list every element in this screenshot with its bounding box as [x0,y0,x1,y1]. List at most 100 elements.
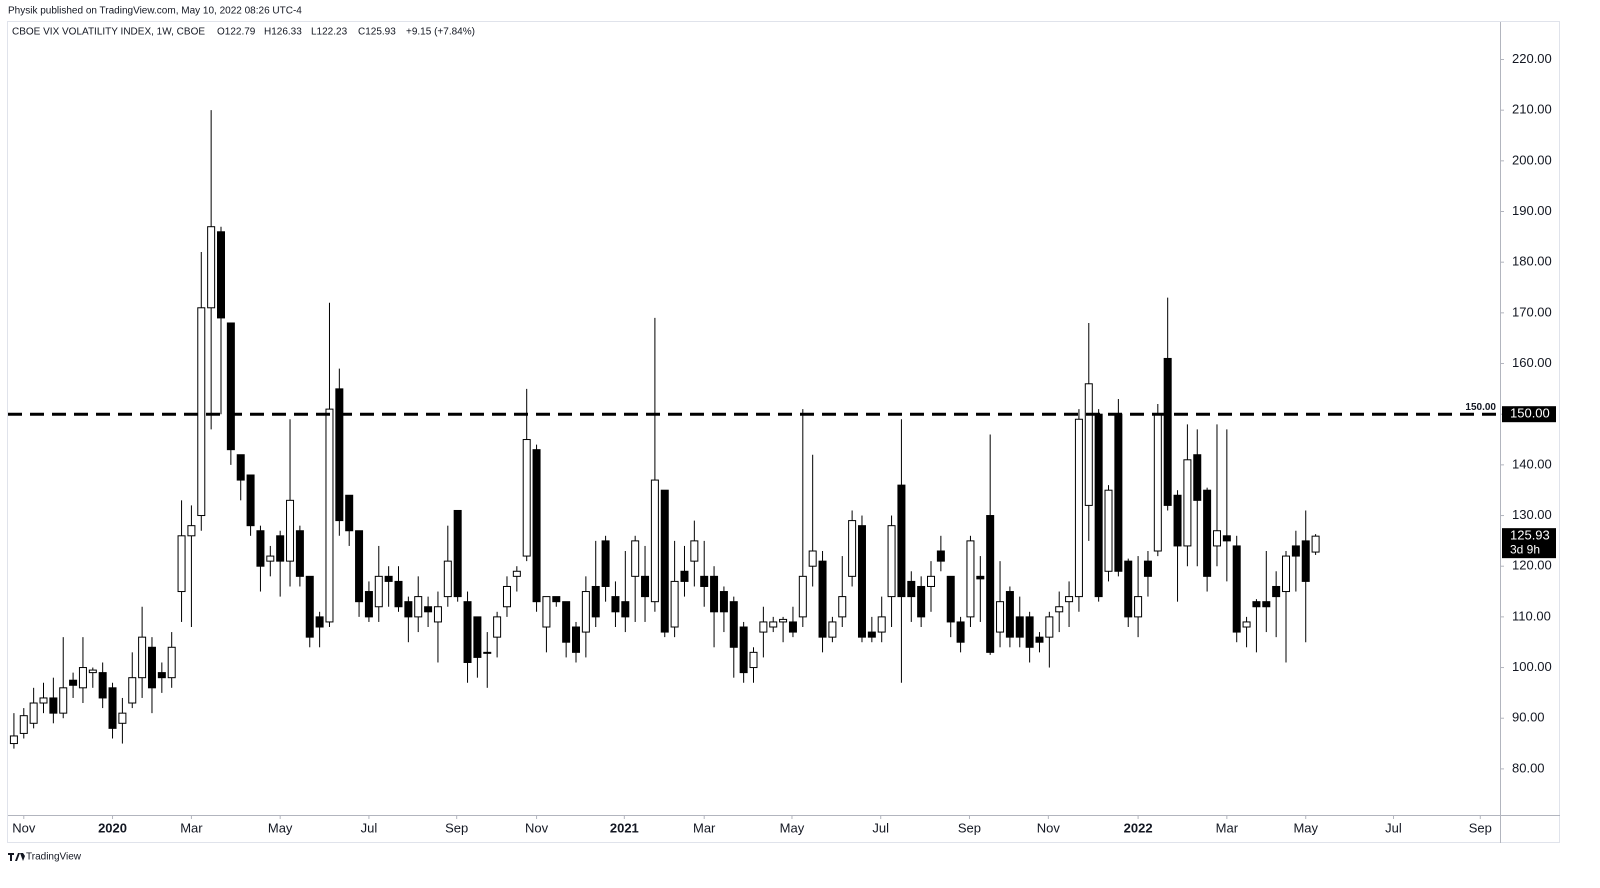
candle-body [690,540,699,562]
x-tick-label: 2021 [610,820,639,835]
legend-ohlc: O122.79 [217,27,256,38]
candle-body [1134,596,1143,618]
candle-body [562,601,571,643]
candle-body [167,646,176,679]
candle-body [128,677,137,704]
candle-body [295,530,304,577]
x-tick-label: Jul [872,820,889,835]
candle-body [1311,535,1320,553]
candle-body [779,618,788,623]
candle-body [177,535,186,593]
last-price-badge [1502,528,1556,559]
candle-body [996,601,1005,633]
candle-body [1222,535,1231,542]
candle-body [710,575,719,613]
y-tick-label: 160.00 [1512,355,1552,370]
candle-body [246,474,255,527]
legend-title: CBOE VIX VOLATILITY INDEX, 1W, CBOE [12,27,205,38]
candle-body [1301,540,1310,582]
candle-body [1045,616,1054,638]
candle-body [78,667,87,689]
candle-body [483,651,492,654]
candle-body [749,651,758,669]
candle-body [946,575,955,623]
candle-body [867,631,876,638]
candle-body [532,449,541,603]
candle-body [217,231,226,319]
candle-body [601,540,610,587]
candle-body [118,712,127,724]
candle-body [433,606,442,623]
candle-body [256,530,265,567]
candle-body [1242,621,1251,628]
legend-ohlc: H126.33 [264,27,302,38]
candle-body [838,596,847,618]
candle-body [463,601,472,663]
y-tick-label: 180.00 [1512,254,1552,269]
candle-body [611,596,620,613]
footer-logo: TradingView [8,852,82,863]
x-tick-label: Sep [1469,820,1492,835]
candle-body [887,525,896,598]
candle-body [453,509,462,598]
candle-body [1272,585,1281,598]
logo-icon [8,853,25,861]
candle-body [1084,383,1093,506]
x-tick-label: Nov [1037,820,1061,835]
candle-body [700,575,709,587]
candle-body [907,580,916,598]
x-tick-label: 2022 [1124,820,1153,835]
candle-body [394,580,403,608]
candle-body [848,520,857,577]
x-tick-label: Mar [180,820,203,835]
y-tick-label: 100.00 [1512,659,1552,674]
candle-body [236,454,245,481]
candle-body [739,626,748,674]
x-tick-label: Sep [445,820,468,835]
y-tick-label: 130.00 [1512,507,1552,522]
x-tick-label: Nov [525,820,549,835]
frame [7,21,1560,843]
candle-body [187,525,196,537]
candle-body [877,616,886,633]
x-tick-label: 2020 [98,820,127,835]
candle-body [424,606,433,613]
candle-body [9,735,18,745]
legend: CBOE VIX VOLATILITY INDEX, 1W, CBOE O122… [12,27,475,38]
candle-body [384,575,393,582]
candle-body [1183,459,1192,547]
candle-body [1114,413,1123,572]
x-tick-label: Jul [1385,820,1402,835]
candle-body [1262,601,1271,608]
candle-body [473,616,482,658]
candle-body [927,575,936,587]
y-tick-label: 90.00 [1512,710,1545,725]
candle-body [1104,489,1113,572]
candle-body [69,679,78,686]
candle-body [276,535,285,562]
candle-body [108,687,117,729]
candle-body [729,601,738,648]
candle-body [1055,606,1064,613]
candle-body [355,530,364,603]
candle-body [1282,555,1291,593]
candle-body [522,439,531,557]
candle-body [98,672,107,699]
candle-body [1005,591,1014,638]
y-tick-label: 80.00 [1512,760,1545,775]
candle-body [828,621,837,638]
candle-body [493,616,502,638]
candle-body [966,540,975,618]
candle-body [88,669,97,674]
candle-body [1074,418,1083,598]
candle-body [414,596,423,618]
candle-body [207,226,216,309]
candle-body [502,585,511,608]
candle-body [986,515,995,653]
candle-body [719,591,728,613]
candle-body [956,621,965,643]
candle-body [286,499,295,562]
candle-body [660,489,669,633]
candle-body [1291,545,1300,557]
